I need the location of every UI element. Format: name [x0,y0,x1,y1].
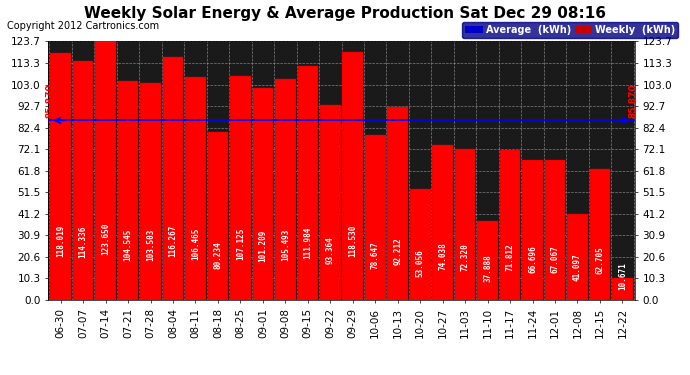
Bar [387,107,408,300]
Text: 72.320: 72.320 [461,243,470,271]
Bar [567,214,588,300]
Bar [253,88,273,300]
Text: 93.364: 93.364 [326,237,335,264]
Bar [590,169,611,300]
Text: 123.650: 123.650 [101,222,110,255]
Text: 118.019: 118.019 [56,224,65,257]
Bar [140,84,161,300]
Text: 114.336: 114.336 [79,225,88,258]
Text: 53.056: 53.056 [415,249,425,277]
Bar [477,221,498,300]
Bar [118,81,139,300]
Bar [185,77,206,300]
Text: 104.545: 104.545 [124,228,132,261]
Text: 37.888: 37.888 [483,254,492,282]
Text: 85.870: 85.870 [629,84,638,118]
Text: 116.267: 116.267 [168,225,177,257]
Bar [297,66,318,300]
Text: 62.705: 62.705 [595,246,604,274]
Bar [365,135,386,300]
Bar [433,145,453,300]
Text: Weekly Solar Energy & Average Production Sat Dec 29 08:16: Weekly Solar Energy & Average Production… [84,6,606,21]
Text: Copyright 2012 Cartronics.com: Copyright 2012 Cartronics.com [7,21,159,31]
Legend: Average  (kWh), Weekly  (kWh): Average (kWh), Weekly (kWh) [462,22,678,38]
Text: 103.503: 103.503 [146,229,155,261]
Text: 107.125: 107.125 [236,228,245,260]
Text: 80.234: 80.234 [213,241,222,268]
Text: 74.038: 74.038 [438,243,447,270]
Text: 66.696: 66.696 [528,245,537,273]
Bar [410,189,431,300]
Text: 67.067: 67.067 [551,245,560,273]
Text: 10.671: 10.671 [618,262,627,290]
Bar [50,53,71,300]
Bar [275,80,296,300]
Bar [455,149,475,300]
Bar [612,278,633,300]
Text: 71.812: 71.812 [506,243,515,271]
Text: 85.870: 85.870 [46,84,55,118]
Text: 78.647: 78.647 [371,241,380,269]
Text: 41.097: 41.097 [573,253,582,281]
Bar [320,105,341,300]
Bar [72,61,93,300]
Text: 118.530: 118.530 [348,224,357,256]
Text: 106.465: 106.465 [191,228,200,260]
Text: 105.493: 105.493 [281,228,290,261]
Bar [208,132,228,300]
Bar [163,57,184,300]
Bar [95,41,116,300]
Bar [500,150,520,300]
Bar [522,160,543,300]
Text: 111.984: 111.984 [304,226,313,259]
Bar [544,160,565,300]
Bar [230,76,250,300]
Bar [342,52,363,300]
Text: 101.209: 101.209 [258,230,268,262]
Text: 92.212: 92.212 [393,237,402,265]
